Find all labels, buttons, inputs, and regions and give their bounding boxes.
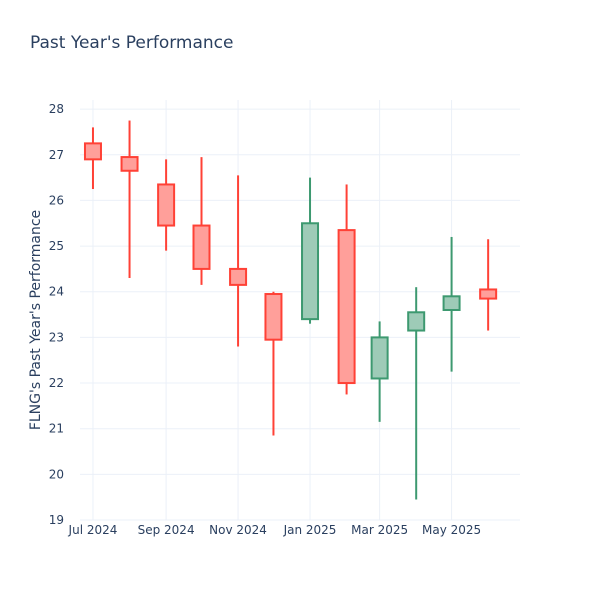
- candle: [337, 184, 356, 395]
- candle-body-decreasing: [157, 183, 176, 227]
- y-tick-label: 20: [49, 467, 64, 481]
- y-tick-label: 21: [49, 422, 64, 436]
- candle-body-decreasing: [229, 267, 248, 286]
- x-tick-label: Mar 2025: [351, 523, 408, 537]
- candle-body-decreasing: [337, 229, 356, 385]
- candle-body-decreasing: [192, 224, 211, 270]
- candle-body-decreasing: [120, 156, 139, 172]
- candle-body-decreasing: [264, 293, 283, 341]
- candle: [407, 287, 426, 500]
- x-tick-label: Jul 2024: [68, 523, 118, 537]
- y-tick-label: 19: [49, 513, 64, 527]
- y-tick-label: 25: [49, 239, 64, 253]
- y-tick-label: 23: [49, 330, 64, 344]
- candle-body-increasing: [370, 336, 389, 380]
- candle: [301, 177, 320, 324]
- x-tick-label: Nov 2024: [209, 523, 267, 537]
- candle-body-increasing: [442, 295, 461, 312]
- y-tick-label: 28: [49, 102, 64, 116]
- y-tick-label: 22: [49, 376, 64, 390]
- candle: [370, 321, 389, 422]
- x-tick-label: Jan 2025: [283, 523, 337, 537]
- candle: [157, 159, 176, 251]
- candle-body-increasing: [301, 222, 320, 321]
- y-axis-title: FLNG's Past Year's Performance: [28, 210, 44, 430]
- y-tick-label: 24: [49, 285, 64, 299]
- y-tick-label: 26: [49, 193, 64, 207]
- candle: [442, 236, 461, 372]
- x-tick-label: Sep 2024: [138, 523, 195, 537]
- candle: [120, 120, 139, 279]
- candle: [229, 175, 248, 347]
- candle: [192, 157, 211, 285]
- candle: [479, 239, 498, 331]
- x-tick-label: May 2025: [422, 523, 481, 537]
- candle-body-increasing: [407, 311, 426, 332]
- chart-title: Past Year's Performance: [30, 33, 234, 53]
- candle: [83, 127, 102, 190]
- y-tick-label: 27: [49, 148, 64, 162]
- candle-body-decreasing: [479, 288, 498, 300]
- candle: [264, 291, 283, 436]
- candle-body-decreasing: [83, 142, 102, 161]
